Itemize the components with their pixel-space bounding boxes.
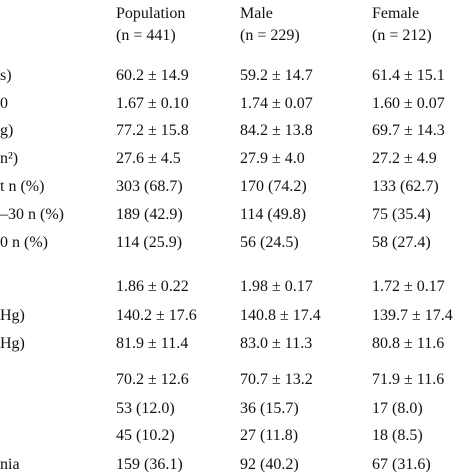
cell: 83.0 ± 11.3 [240,335,313,352]
row-label: t n (%) [0,178,45,195]
cell: 303 (68.7) [116,178,183,195]
cell: 18 (8.5) [372,427,423,444]
cell: 92 (40.2) [240,456,299,473]
row-label: s) [0,67,12,84]
cell: 80.8 ± 11.6 [372,335,445,352]
cell: 69.7 ± 14.3 [372,122,445,139]
row-label: 0 [0,95,8,112]
cell: 81.9 ± 11.4 [116,335,189,352]
cell: 1.60 ± 0.07 [372,95,445,112]
cell: 56 (24.5) [240,234,299,251]
cell: 53 (12.0) [116,400,175,417]
row-label: n²) [0,150,19,167]
column-title: Male [240,5,273,22]
cell: 189 (42.9) [116,206,183,223]
cell: 27.9 ± 4.0 [240,150,305,167]
cell: 75 (35.4) [372,206,431,223]
cell: 140.8 ± 17.4 [240,307,321,324]
column-n: (n = 229) [240,27,300,44]
cell: 45 (10.2) [116,427,175,444]
cell: 1.67 ± 0.10 [116,95,189,112]
cell: 1.98 ± 0.17 [240,278,313,295]
cell: 27.6 ± 4.5 [116,150,181,167]
row-label: nia [0,456,20,473]
cell: 133 (62.7) [372,178,439,195]
cell: 27 (11.8) [240,427,299,444]
row-label: g) [0,122,14,139]
column-title: Female [372,5,420,22]
cell: 77.2 ± 15.8 [116,122,189,139]
cell: 84.2 ± 13.8 [240,122,313,139]
row-label: 0 n (%) [0,234,48,251]
cell: 140.2 ± 17.6 [116,307,197,324]
cell: 67 (31.6) [372,456,431,473]
cell: 27.2 ± 4.9 [372,150,437,167]
row-label: –30 n (%) [0,206,64,223]
cell: 1.74 ± 0.07 [240,95,313,112]
cell: 58 (27.4) [372,234,431,251]
cell: 70.2 ± 12.6 [116,371,189,388]
cell: 70.7 ± 13.2 [240,371,313,388]
cell: 1.72 ± 0.17 [372,278,445,295]
row-label: Hg) [0,307,25,324]
column-n: (n = 441) [116,27,176,44]
cell: 36 (15.7) [240,400,299,417]
cell: 59.2 ± 14.7 [240,67,313,84]
cell: 17 (8.0) [372,400,423,417]
cell: 71.9 ± 11.6 [372,371,445,388]
cell: 114 (25.9) [116,234,183,251]
cell: 60.2 ± 14.9 [116,67,189,84]
cell: 139.7 ± 17.4 [372,307,453,324]
column-n: (n = 212) [372,27,432,44]
cell: 114 (49.8) [240,206,307,223]
row-label: Hg) [0,335,25,352]
cell: 1.86 ± 0.22 [116,278,189,295]
cell: 61.4 ± 15.1 [372,67,445,84]
column-title: Population [116,5,186,22]
cell: 159 (36.1) [116,456,183,473]
cell: 170 (74.2) [240,178,307,195]
